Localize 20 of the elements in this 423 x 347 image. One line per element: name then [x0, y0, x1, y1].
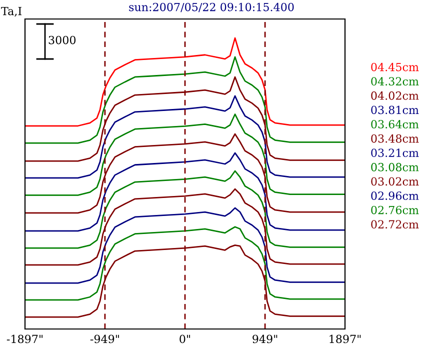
x-tick-label: 0": [180, 334, 190, 344]
text: 04.02cm: [371, 91, 419, 100]
text: 02.76cm: [371, 206, 419, 214]
text: 03.21cm: [371, 148, 419, 158]
text: 04.32cm: [371, 77, 419, 86]
text: 03.64cm: [371, 120, 419, 128]
y-axis-title: Ta,I: [1, 6, 22, 17]
text: 02.96cm: [371, 192, 419, 200]
x-tick-label: 1897": [330, 334, 361, 344]
x-tick-label: -1897": [6, 334, 42, 344]
text: 03.02cm: [371, 177, 419, 186]
text: 03.48cm: [371, 134, 419, 143]
text: 02.72cm: [371, 220, 419, 229]
text: 04.45cm: [371, 62, 419, 72]
x-tick-label: -949": [90, 334, 119, 344]
text: 03.81cm: [371, 106, 419, 114]
annotation: 3000: [48, 36, 76, 44]
x-tick-label: 949": [252, 334, 278, 344]
chart-title: sun:2007/05/22 09:10:15.400: [129, 2, 294, 12]
text: 03.08cm: [371, 162, 419, 172]
